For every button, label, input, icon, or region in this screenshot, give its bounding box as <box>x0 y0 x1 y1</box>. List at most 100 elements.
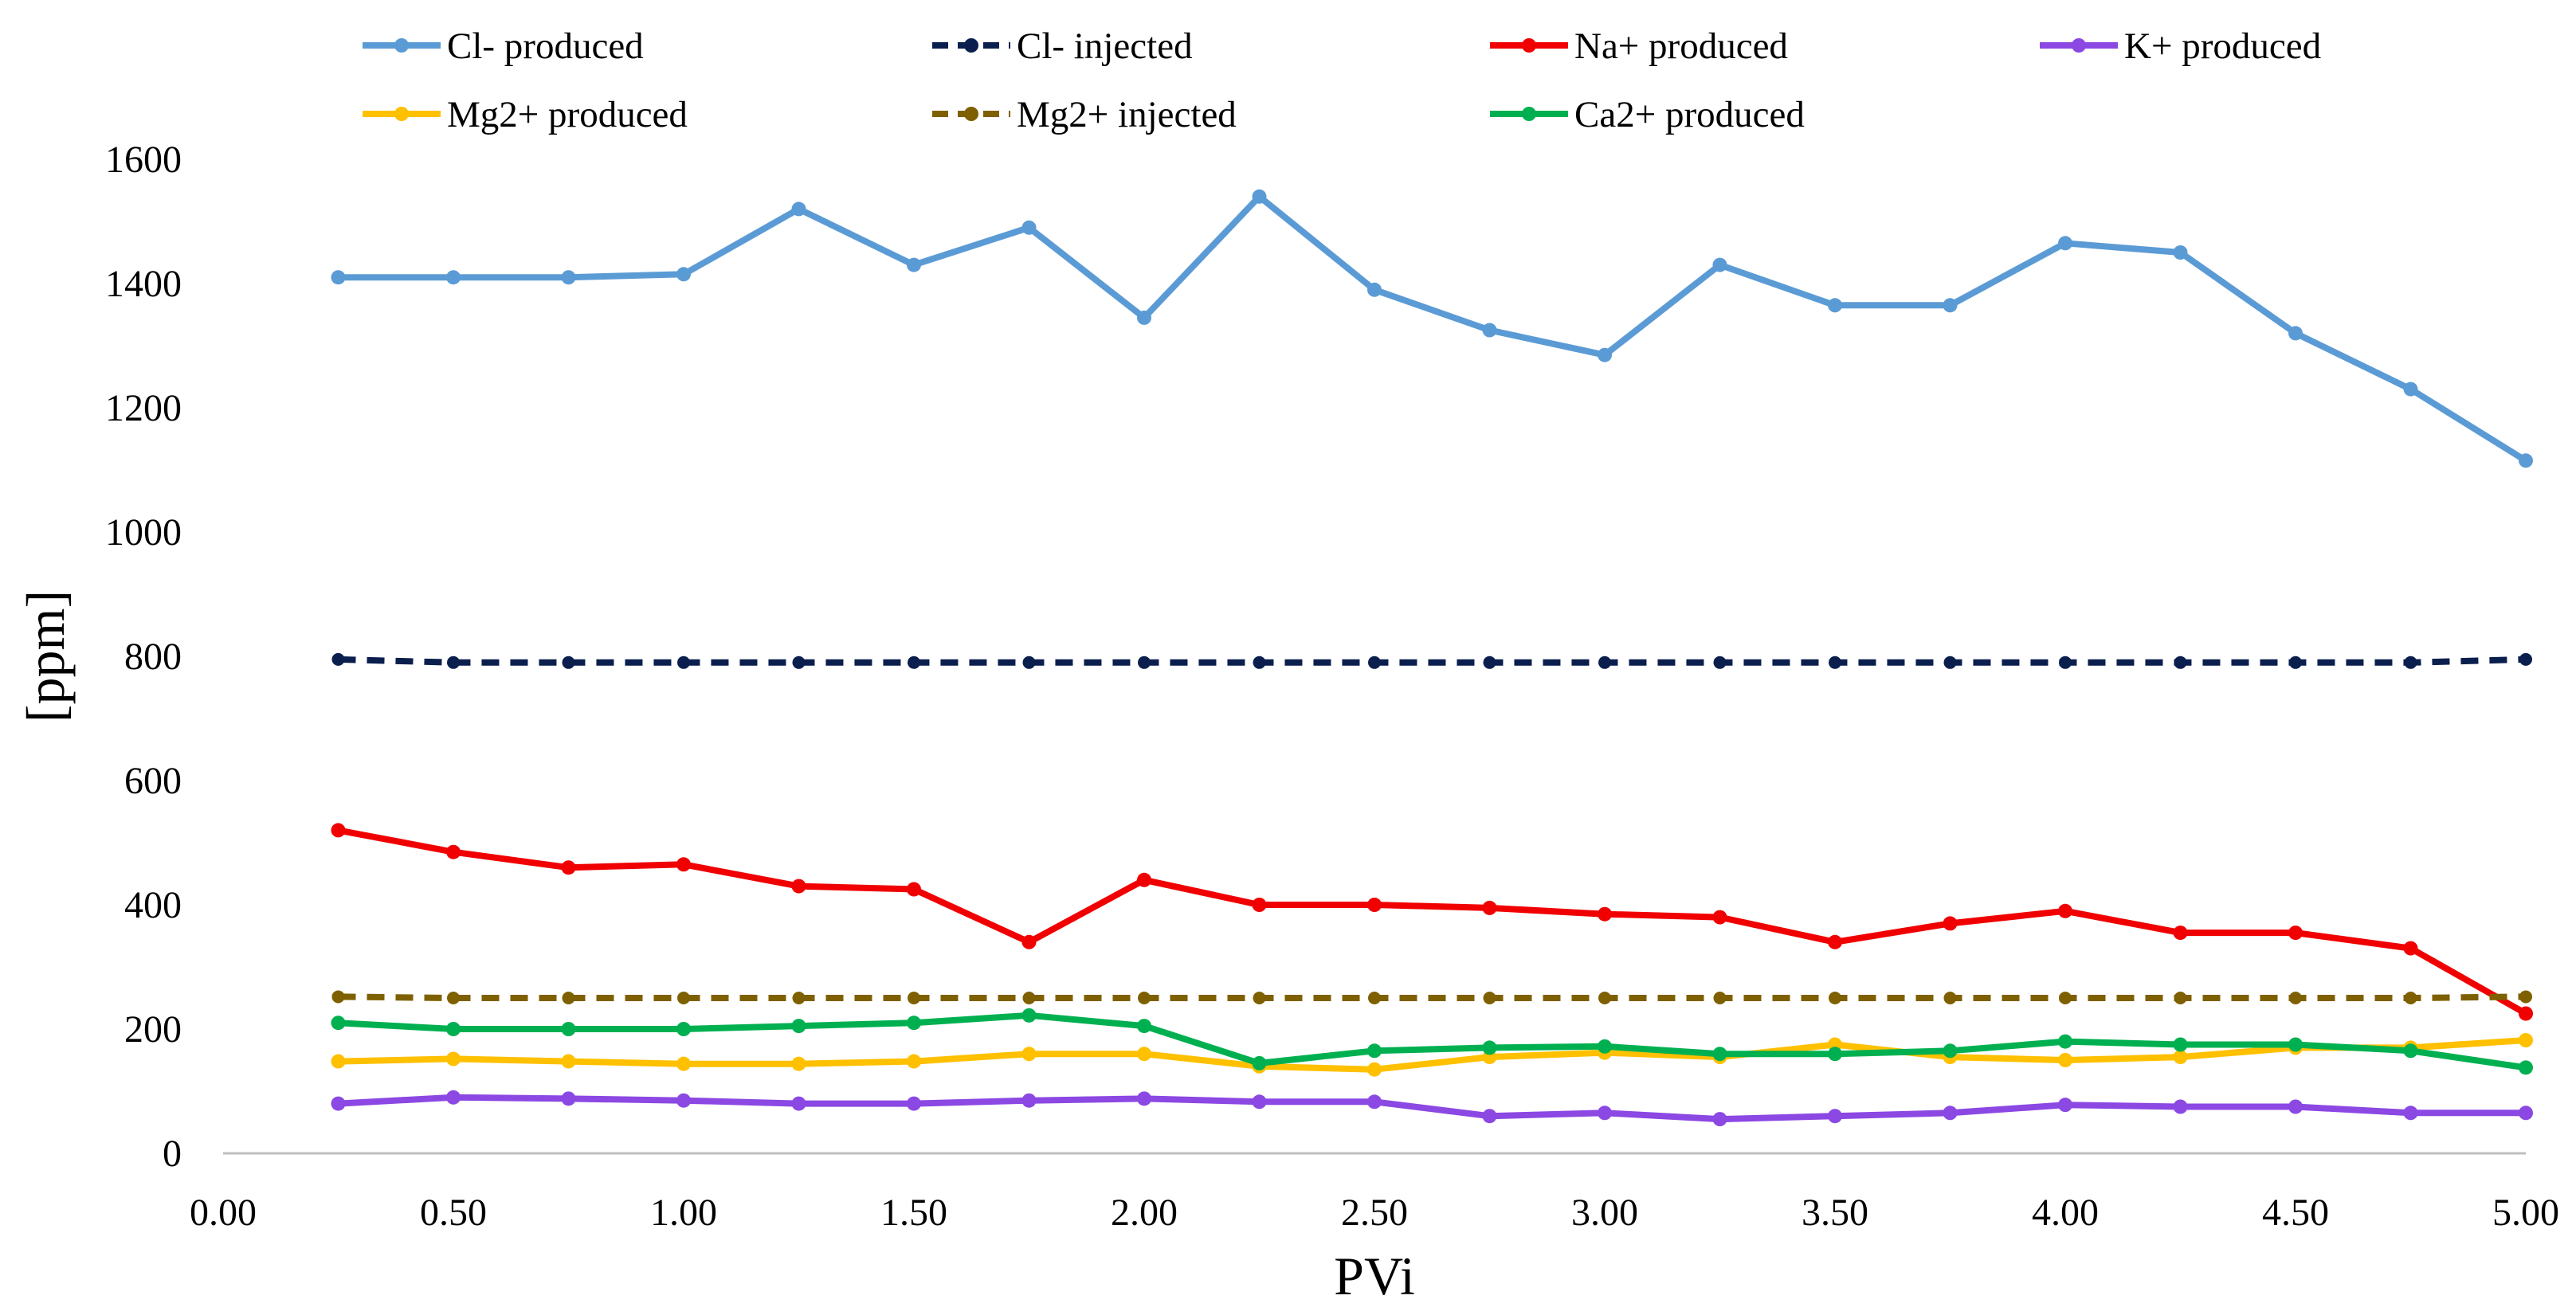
legend-marker <box>1522 107 1536 121</box>
data-point <box>1712 257 1727 272</box>
data-point <box>2404 992 2417 1004</box>
y-tick-label: 0 <box>163 1133 182 1175</box>
series-line <box>335 1037 2529 1073</box>
x-tick-label: 4.00 <box>2032 1192 2099 1234</box>
data-point <box>2519 1106 2533 1121</box>
series-6 <box>331 1008 2533 1075</box>
y-axis-title: [ppm] <box>15 590 76 722</box>
data-point <box>561 1054 576 1069</box>
data-point <box>1368 992 1381 1004</box>
data-point <box>1712 1112 1727 1127</box>
x-tick-label: 1.50 <box>880 1192 947 1234</box>
x-tick-label: 3.00 <box>1571 1192 1638 1234</box>
legend-item: Na+ produced <box>1490 25 1788 67</box>
data-point <box>562 656 575 669</box>
data-point <box>331 1096 346 1111</box>
data-point <box>1367 1062 1382 1077</box>
y-tick-label: 1200 <box>105 387 182 429</box>
x-tick-label: 1.00 <box>650 1192 717 1234</box>
data-point <box>447 992 460 1004</box>
data-point <box>2519 453 2533 468</box>
data-point <box>677 656 690 669</box>
data-point <box>1137 1047 1151 1062</box>
data-point <box>907 1016 921 1031</box>
data-point <box>1482 1040 1497 1055</box>
data-point <box>447 656 460 669</box>
x-tick-label: 5.00 <box>2492 1192 2559 1234</box>
data-point <box>2058 903 2072 918</box>
legend-marker <box>1522 38 1536 53</box>
legend-label: Cl- produced <box>447 25 644 67</box>
legend-marker <box>394 107 409 121</box>
data-point <box>2403 382 2418 397</box>
data-point <box>676 857 691 872</box>
data-point <box>1482 900 1497 915</box>
data-point <box>1598 992 1611 1004</box>
data-point <box>677 992 690 1004</box>
data-point <box>791 1056 806 1071</box>
data-point <box>1021 1008 1037 1023</box>
data-point <box>1253 656 1266 669</box>
data-point <box>1137 1019 1151 1034</box>
data-point <box>1712 1047 1727 1062</box>
data-point <box>1828 298 1842 313</box>
x-axis-title: PVi <box>1334 1246 1415 1306</box>
data-point <box>907 1054 921 1069</box>
data-point <box>1137 1091 1151 1106</box>
legend-item: K+ produced <box>2040 25 2321 67</box>
legend-item: Ca2+ produced <box>1490 94 1805 135</box>
x-tick-labels: 0.00 0.50 1.00 1.50 2.00 2.50 3.00 3.50 4.00 4.50… <box>190 1192 2559 1234</box>
x-tick-label: 0.00 <box>190 1192 257 1234</box>
data-point <box>1943 656 1957 669</box>
data-point <box>331 270 346 285</box>
data-point <box>1713 656 1727 669</box>
data-point <box>2058 1098 2072 1113</box>
legend-label: K+ produced <box>2124 25 2321 67</box>
data-point <box>331 652 345 666</box>
data-point <box>676 1093 691 1108</box>
data-point <box>2059 656 2072 669</box>
data-point <box>561 1022 576 1036</box>
data-point <box>2289 656 2302 669</box>
x-tick-label: 0.50 <box>420 1192 487 1234</box>
data-point <box>1943 992 1957 1004</box>
legend-item: Mg2+ produced <box>363 94 688 135</box>
y-tick-label: 1400 <box>105 263 182 305</box>
data-point <box>1367 1094 1382 1110</box>
data-point <box>1598 347 1612 362</box>
data-point <box>1483 992 1496 1004</box>
data-point <box>561 860 576 875</box>
data-point <box>2174 992 2187 1004</box>
x-tick-label: 2.00 <box>1111 1192 1178 1234</box>
series-line <box>335 193 2529 464</box>
series-line <box>335 1012 2529 1071</box>
data-point <box>2403 1106 2418 1121</box>
data-point <box>2289 992 2302 1004</box>
data-point <box>446 844 461 859</box>
data-point <box>1252 1094 1267 1110</box>
data-point <box>2519 1060 2533 1075</box>
data-point <box>1943 916 1958 931</box>
legend-marker <box>394 38 409 53</box>
data-point <box>792 656 806 669</box>
y-tick-labels: 0 200 400 600 800 1000 1200 1400 1600 <box>105 139 182 1175</box>
data-point <box>1252 189 1267 204</box>
x-tick-label: 2.50 <box>1341 1192 1408 1234</box>
y-tick-label: 600 <box>124 760 182 802</box>
data-point <box>2173 1099 2188 1114</box>
series-2 <box>331 823 2533 1021</box>
data-point <box>2173 245 2188 260</box>
data-point <box>1482 1109 1497 1124</box>
series-1 <box>331 652 2532 669</box>
data-point <box>676 1056 691 1071</box>
data-point <box>791 879 806 894</box>
y-tick-label: 1000 <box>105 511 182 554</box>
data-point <box>2519 652 2532 666</box>
legend-marker <box>964 107 978 121</box>
data-point <box>2519 1006 2533 1021</box>
legend-item: Cl- produced <box>363 25 644 67</box>
data-point <box>2403 941 2418 956</box>
legend-item: Cl- injected <box>932 25 1193 67</box>
data-point <box>907 1096 921 1111</box>
data-point <box>2059 992 2072 1004</box>
